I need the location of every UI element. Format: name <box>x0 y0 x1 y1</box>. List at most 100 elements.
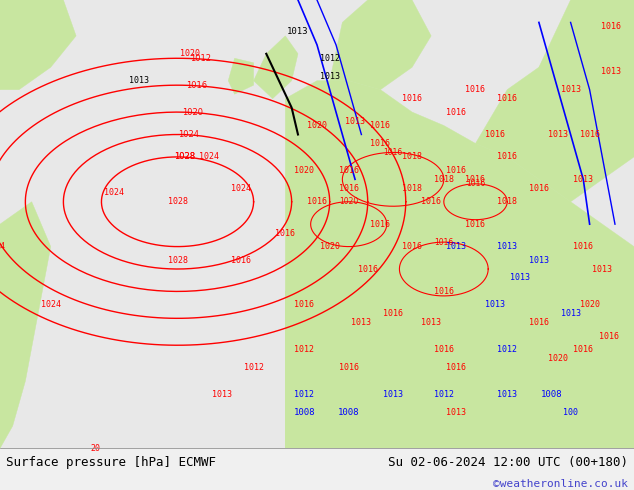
Text: 1016: 1016 <box>598 332 619 341</box>
Text: 1024: 1024 <box>199 152 219 161</box>
Text: 20: 20 <box>90 444 100 453</box>
Text: 1012: 1012 <box>243 363 264 372</box>
Text: Surface pressure [hPa] ECMWF: Surface pressure [hPa] ECMWF <box>6 456 216 469</box>
Text: 1024: 1024 <box>178 130 200 139</box>
Text: 100: 100 <box>563 408 578 417</box>
Text: 1008: 1008 <box>338 408 359 417</box>
Text: 1016: 1016 <box>402 94 422 103</box>
Text: 1028: 1028 <box>167 197 188 206</box>
Text: 1016: 1016 <box>231 256 251 265</box>
Text: 1013: 1013 <box>446 242 467 251</box>
Text: 1013: 1013 <box>560 85 581 94</box>
Polygon shape <box>539 0 634 67</box>
Text: 1012: 1012 <box>294 345 314 354</box>
Text: 1013: 1013 <box>212 390 232 399</box>
Text: 1008: 1008 <box>294 408 315 417</box>
Polygon shape <box>476 23 634 202</box>
Text: 1012: 1012 <box>434 390 454 399</box>
Text: 1028: 1028 <box>174 152 196 161</box>
Text: 1016: 1016 <box>434 287 454 296</box>
Text: 1024: 1024 <box>104 188 124 197</box>
Text: 1020: 1020 <box>182 108 204 117</box>
Text: 1013: 1013 <box>287 27 309 36</box>
Text: 1013: 1013 <box>560 309 581 318</box>
Text: ©weatheronline.co.uk: ©weatheronline.co.uk <box>493 479 628 489</box>
Text: 1013: 1013 <box>573 175 593 184</box>
Text: 1016: 1016 <box>186 81 207 90</box>
Text: 1016: 1016 <box>275 229 295 238</box>
Text: 1016: 1016 <box>446 363 467 372</box>
Text: 1013: 1013 <box>345 117 365 125</box>
Text: 1013: 1013 <box>421 318 441 327</box>
Text: 1013: 1013 <box>548 130 568 139</box>
Text: 1016: 1016 <box>529 318 549 327</box>
Text: 1018: 1018 <box>402 152 422 161</box>
Text: 1020: 1020 <box>180 49 200 58</box>
Text: 1016: 1016 <box>573 242 593 251</box>
Polygon shape <box>285 81 634 448</box>
Text: 1013: 1013 <box>510 273 530 282</box>
Text: 1020: 1020 <box>339 197 358 206</box>
Text: 1020: 1020 <box>307 121 327 130</box>
Polygon shape <box>0 202 51 448</box>
Text: 1016: 1016 <box>529 184 549 193</box>
Polygon shape <box>0 0 76 90</box>
Text: 1013: 1013 <box>497 242 517 251</box>
Text: 1016: 1016 <box>465 220 486 229</box>
Text: 1008: 1008 <box>541 390 562 399</box>
Text: 1012: 1012 <box>320 54 340 63</box>
Polygon shape <box>330 0 431 90</box>
Text: 1016: 1016 <box>465 85 486 94</box>
Text: 1016: 1016 <box>465 175 486 184</box>
Text: 1016: 1016 <box>497 152 517 161</box>
Text: 1013: 1013 <box>601 67 621 76</box>
Text: 1016: 1016 <box>339 184 359 193</box>
Text: 1016: 1016 <box>384 148 403 157</box>
Text: 1013: 1013 <box>320 72 340 81</box>
Text: 1020: 1020 <box>579 300 600 309</box>
Text: 1013: 1013 <box>497 390 517 399</box>
Text: 1028: 1028 <box>167 256 188 265</box>
Text: 1016: 1016 <box>370 121 391 130</box>
Text: 1016: 1016 <box>434 238 453 246</box>
Text: 1013: 1013 <box>529 256 549 265</box>
Text: 1016: 1016 <box>466 179 485 188</box>
Text: 1018: 1018 <box>402 184 422 193</box>
Polygon shape <box>228 58 254 94</box>
Text: 1020: 1020 <box>320 242 340 251</box>
Text: 1016: 1016 <box>601 23 621 31</box>
Text: 1018: 1018 <box>497 197 517 206</box>
Polygon shape <box>285 350 634 448</box>
Text: 1016: 1016 <box>339 166 359 175</box>
Text: 1016: 1016 <box>307 197 327 206</box>
Text: 1016: 1016 <box>358 265 378 273</box>
Text: 1016: 1016 <box>446 166 467 175</box>
Text: 1013: 1013 <box>484 300 505 309</box>
Text: 1020: 1020 <box>548 354 568 363</box>
Text: 1016: 1016 <box>484 130 505 139</box>
Text: Su 02-06-2024 12:00 UTC (00+180): Su 02-06-2024 12:00 UTC (00+180) <box>387 456 628 469</box>
Text: 1012: 1012 <box>190 54 211 63</box>
Text: 1024: 1024 <box>41 300 61 309</box>
Text: 1013: 1013 <box>351 318 372 327</box>
Text: 1016: 1016 <box>294 300 314 309</box>
Text: 1020: 1020 <box>294 166 314 175</box>
Text: 1018: 1018 <box>434 175 454 184</box>
Text: 1016: 1016 <box>421 197 441 206</box>
Text: 1013: 1013 <box>592 265 612 273</box>
Polygon shape <box>254 36 298 98</box>
Text: 1012: 1012 <box>294 390 314 399</box>
Text: 1013: 1013 <box>129 76 150 85</box>
Text: 1012: 1012 <box>497 345 517 354</box>
Polygon shape <box>285 278 368 448</box>
Text: 1013: 1013 <box>383 390 403 399</box>
Text: 1016: 1016 <box>339 363 359 372</box>
Text: 1016: 1016 <box>370 139 391 148</box>
Text: 1016: 1016 <box>434 345 454 354</box>
Text: 1016: 1016 <box>402 242 422 251</box>
Text: 1016: 1016 <box>370 220 391 229</box>
Text: 1028: 1028 <box>174 152 196 161</box>
Text: 24: 24 <box>0 242 5 251</box>
Text: 1013: 1013 <box>446 408 467 417</box>
Text: 1016: 1016 <box>383 309 403 318</box>
